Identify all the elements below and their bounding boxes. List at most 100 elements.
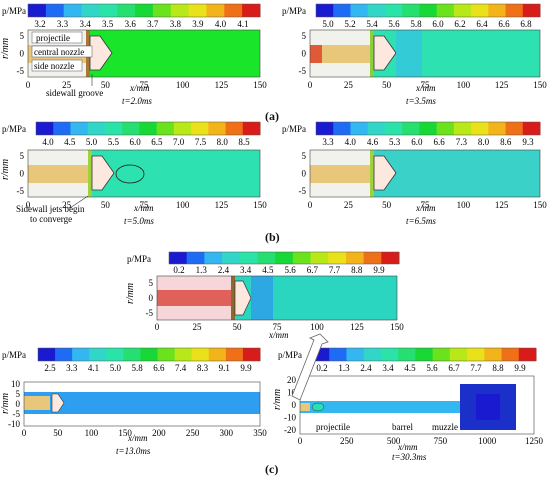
colorbar-swatch <box>225 122 244 135</box>
colorbar-tick-label: 7.5 <box>195 137 207 147</box>
colorbar-swatch <box>208 348 227 361</box>
y-tick-label: 5 <box>16 389 21 399</box>
colorbar-swatch <box>518 348 537 361</box>
colorbar-swatch <box>38 348 56 361</box>
colorbar-tick-label: 3.3 <box>57 19 69 29</box>
panel-c1-graphic: p/MPa 0.2 1.3 2.4 3.4 4.5 5.6 6.7 7.7 8.8 9.9 50-… <box>125 251 404 340</box>
annotation-side-nozzle: side nozzle <box>34 61 74 71</box>
pressure-field <box>24 392 260 414</box>
colorbar-swatch <box>484 348 503 361</box>
colorbar-swatch <box>346 348 365 361</box>
colorbar-tick-label: 4.0 <box>42 137 54 147</box>
time-label: t=2.0ms <box>122 96 152 106</box>
x-tick-label: 100 <box>310 322 324 332</box>
colorbar-swatch <box>191 122 209 135</box>
caption-c: (c) <box>265 462 279 476</box>
colorbar-tick-label: 2.4 <box>218 265 230 275</box>
x-tick-label: 0 <box>26 80 31 90</box>
colorbar-swatch <box>436 4 455 17</box>
colorbar-swatch <box>225 348 244 361</box>
y-axis-label: r/mm <box>0 38 11 59</box>
colorbar-swatch <box>316 122 334 135</box>
y-tick-label: -5 <box>13 409 21 419</box>
x-tick-label: 50 <box>53 428 63 438</box>
y-tick-label: 0 <box>149 293 154 303</box>
colorbar-tick-label: 3.2 <box>34 19 45 29</box>
colorbar-swatch <box>453 122 472 135</box>
panel-c3: p/MPa 0.2 1.3 2.4 3.4 4.5 5.6 6.7 7.7 8.8 9.9 20 1… <box>272 344 550 462</box>
colorbar-unit: p/MPa <box>2 124 26 134</box>
annotation-sidewall-jets-2: to converge <box>30 214 72 224</box>
x-tick-label: 100 <box>457 80 471 90</box>
colorbar-swatch <box>55 348 73 361</box>
colorbar-tick-label: 5.0 <box>86 137 98 147</box>
projectile-shape <box>89 35 113 71</box>
colorbar-tick-label: 6.5 <box>151 137 163 147</box>
x-tick-label: 25 <box>344 80 354 90</box>
y-tick-label: 10 <box>287 388 297 398</box>
colorbar-swatch <box>140 348 159 361</box>
colorbar-tick-label: 3.3 <box>66 363 78 373</box>
colorbar-swatch <box>367 4 386 17</box>
y-tick-label: 0 <box>292 400 297 410</box>
x-tick-label: 25 <box>193 322 203 332</box>
colorbar-tick-label: 3.7 <box>147 19 159 29</box>
y-tick-label: -5 <box>146 308 154 318</box>
colorbar-swatch <box>471 122 489 135</box>
colorbar-tick-label: 3.6 <box>125 19 137 29</box>
colorbar-tick-label: 4.0 <box>345 137 357 147</box>
colorbar-unit: p/MPa <box>282 6 306 16</box>
colorbar-tick-label: 4.0 <box>215 19 227 29</box>
colorbar-swatch <box>204 252 223 264</box>
colorbar-unit: p/MPa <box>127 254 151 264</box>
x-tick-label: 125 <box>495 200 509 210</box>
time-label: t=6.5ms <box>406 216 436 226</box>
colorbar-tick-label: 8.8 <box>351 265 363 275</box>
y-tick-label: 0 <box>20 169 25 179</box>
x-tick-label: 0 <box>26 200 31 210</box>
colorbar-swatch <box>419 122 438 135</box>
y-tick-label: -20 <box>284 425 296 435</box>
colorbar-swatch <box>488 4 507 17</box>
colorbar-swatch <box>453 4 472 17</box>
colorbar-swatch <box>123 348 141 361</box>
x-tick-label: 125 <box>495 80 509 90</box>
colorbar-swatch <box>471 4 489 17</box>
colorbar-tick-label: 4.5 <box>64 137 76 147</box>
colorbar-swatch <box>173 122 192 135</box>
colorbar-swatch <box>242 4 261 17</box>
colorbar-swatch <box>156 122 175 135</box>
colorbar-swatch <box>367 122 386 135</box>
colorbar-swatch <box>152 4 172 17</box>
colorbar-swatch <box>275 252 294 264</box>
colorbar-tick-label: 0.2 <box>316 363 327 373</box>
y-tick-label: 0 <box>302 169 307 179</box>
x-tick-label: 50 <box>233 322 243 332</box>
x-tick-label: 75 <box>140 200 150 210</box>
colorbar-unit: p/MPa <box>282 124 306 134</box>
x-tick-label: 500 <box>387 436 401 446</box>
panel-a1-graphic: p/MPa 3.2 3.3 3.4 3.5 3.6 3.7 3.8 3.9 4.0 4.1 50-… <box>0 3 267 106</box>
colorbar-tick-label: 6.6 <box>433 137 445 147</box>
x-tick-label: 350 <box>253 428 267 438</box>
colorbar-swatch <box>501 348 520 361</box>
x-axis-label: x/mm <box>268 330 289 340</box>
colorbar-tick-label: 7.7 <box>329 265 341 275</box>
colorbar-swatch <box>350 122 369 135</box>
projectile-shape <box>51 393 65 413</box>
projectile-shape <box>234 280 252 316</box>
annotation-projectile: projectile <box>316 422 350 432</box>
projectile-shape <box>311 402 325 412</box>
y-tick-label: 5 <box>149 278 154 288</box>
colorbar-unit: p/MPa <box>2 6 26 16</box>
colorbar-swatch <box>170 4 190 17</box>
colorbar-swatch <box>208 122 227 135</box>
x-tick-label: 1000 <box>478 436 497 446</box>
colorbar-tick-label: 8.6 <box>500 137 512 147</box>
x-tick-label: 50 <box>382 80 392 90</box>
x-axis-label: x/mm <box>415 83 436 93</box>
colorbar-swatch <box>398 348 416 361</box>
colorbar-tick-label: 7.0 <box>173 137 185 147</box>
x-tick-label: 75 <box>421 200 431 210</box>
colorbar-swatch <box>206 4 225 17</box>
